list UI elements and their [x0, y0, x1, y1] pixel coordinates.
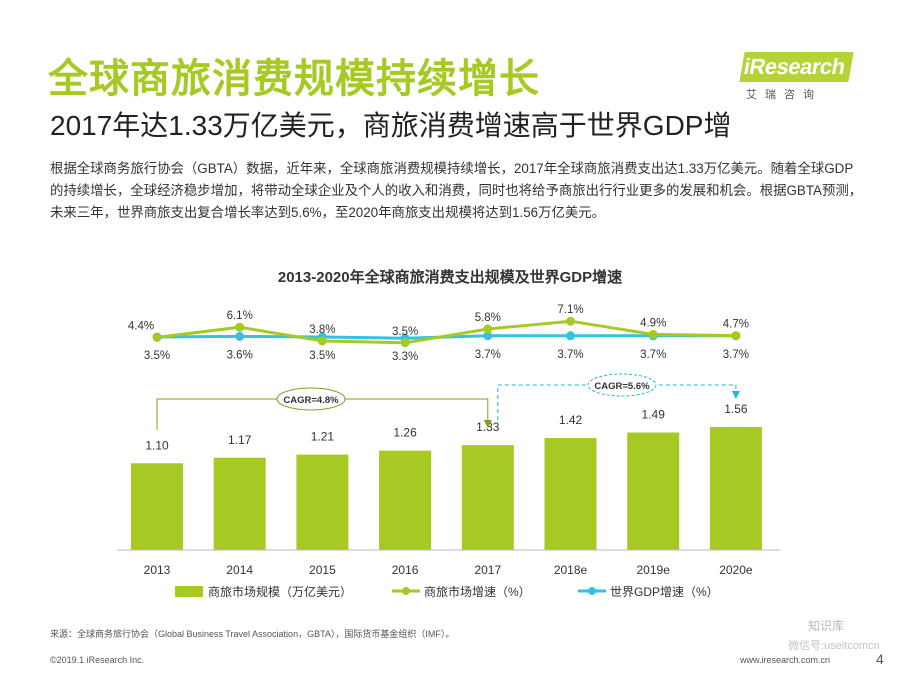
cagr1-oval [276, 387, 346, 411]
watermark: 知识库 [808, 619, 845, 633]
bar-label-2018e: 1.42 [559, 413, 583, 427]
consumption-label-2014: 6.1% [227, 310, 253, 322]
watermark-sub: 微信号:useitcomcn [788, 640, 880, 652]
consumption-label-2015: 3.8% [309, 324, 335, 336]
gdp-label-2013: 3.5% [144, 350, 170, 362]
x-tick-2018e: 2018e [554, 563, 588, 577]
iresearch-logo: iResearch 艾瑞咨询 [739, 52, 854, 102]
consumption-point-2018e [566, 316, 575, 326]
cagr2-label: CAGR=5.6% [594, 381, 650, 392]
consumption-label-2017: 5.8% [475, 312, 501, 324]
consumption-point-2020e [731, 331, 741, 341]
x-tick-2017: 2017 [474, 563, 501, 577]
consumption-label-2016: 3.5% [392, 326, 418, 338]
x-tick-2016: 2016 [392, 563, 419, 577]
gdp-label-2018e: 3.7% [557, 349, 583, 361]
chart-title: 2013-2020年全球商旅消费支出规模及世界GDP增速 [277, 269, 623, 286]
gdp-label-2016: 3.3% [392, 351, 418, 363]
gdp-label-2019e: 3.7% [640, 349, 666, 361]
gdp-label-2015: 3.5% [309, 350, 335, 362]
consumption-point-2016 [400, 338, 410, 348]
legend-bar-swatch [175, 586, 203, 597]
gdp-label-2014: 3.6% [227, 349, 253, 361]
bar-label-2020e: 1.56 [724, 402, 748, 416]
bar-2014 [213, 457, 266, 550]
legend-consumption-label: 商旅市场增速（%） [424, 584, 531, 599]
x-tick-2013: 2013 [144, 563, 171, 577]
bar-2015 [296, 454, 349, 550]
cagr2-oval [587, 373, 657, 397]
x-tick-2015: 2015 [309, 563, 336, 577]
consumption-label-2013: 4.4% [128, 320, 154, 332]
bar-2013 [131, 463, 183, 550]
logo-sub: 艾瑞咨询 [746, 89, 822, 101]
page-subtitle: 2017年达1.33万亿美元，商旅消费增速高于世界GDP增 [50, 110, 732, 141]
bar-label-2015: 1.21 [311, 430, 335, 444]
legend-gdp-dot [588, 587, 596, 595]
x-tick-2014: 2014 [226, 563, 253, 577]
legend-bar-label: 商旅市场规模（万亿美元） [208, 584, 352, 599]
footer-source: 来源：全球商务旅行协会（Global Business Travel Assoc… [50, 629, 455, 639]
page-title: 全球商旅消费规模持续增长 [48, 57, 540, 101]
bar-2020e [709, 427, 762, 550]
legend-gdp-label: 世界GDP增速（%） [610, 585, 719, 599]
consumption-point-2019e [648, 329, 658, 339]
gdp-point-2018e [566, 331, 575, 341]
bar-2019e [627, 432, 680, 550]
x-tick-2019e: 2019e [637, 563, 671, 577]
consumption-point-2014 [235, 322, 245, 332]
x-tick-2020e: 2020e [719, 563, 753, 577]
consumption-line [156, 319, 736, 345]
bar-2018e [544, 438, 597, 550]
cagr1-arrow [483, 420, 492, 428]
footer-copyright: ©2019.1 iResearch Inc. [50, 655, 145, 665]
consumption-point-2017 [483, 324, 493, 334]
bar-label-2019e: 1.49 [642, 408, 666, 422]
page-number: 4 [876, 651, 884, 667]
cagr2-arrow [731, 391, 740, 399]
cagr1-label: CAGR=4.8% [283, 395, 339, 406]
bar-2016 [379, 450, 432, 550]
gdp-label-2020e: 3.7% [723, 349, 749, 361]
consumption-label-2020e: 4.7% [723, 319, 749, 331]
bar-2017 [461, 445, 514, 550]
bar-label-2014: 1.17 [228, 433, 252, 447]
bar-label-2013: 1.10 [145, 438, 169, 452]
bar-label-2016: 1.26 [393, 426, 417, 440]
gdp-label-2017: 3.7% [475, 349, 501, 361]
consumption-label-2018e: 7.1% [557, 304, 583, 316]
gdp-point-2017 [483, 331, 493, 341]
consumption-point-2015 [317, 336, 327, 346]
consumption-label-2019e: 4.9% [640, 317, 666, 329]
gdp-point-2014 [235, 331, 245, 341]
legend-consumption-dot [402, 587, 410, 595]
body-paragraph: 根据全球商务旅行协会（GBTA）数据，近年来，全球商旅消费规模持续增长，2017… [50, 161, 863, 220]
footer-url[interactable]: www.iresearch.com.cn [740, 655, 831, 665]
consumption-point-2013 [152, 332, 162, 342]
